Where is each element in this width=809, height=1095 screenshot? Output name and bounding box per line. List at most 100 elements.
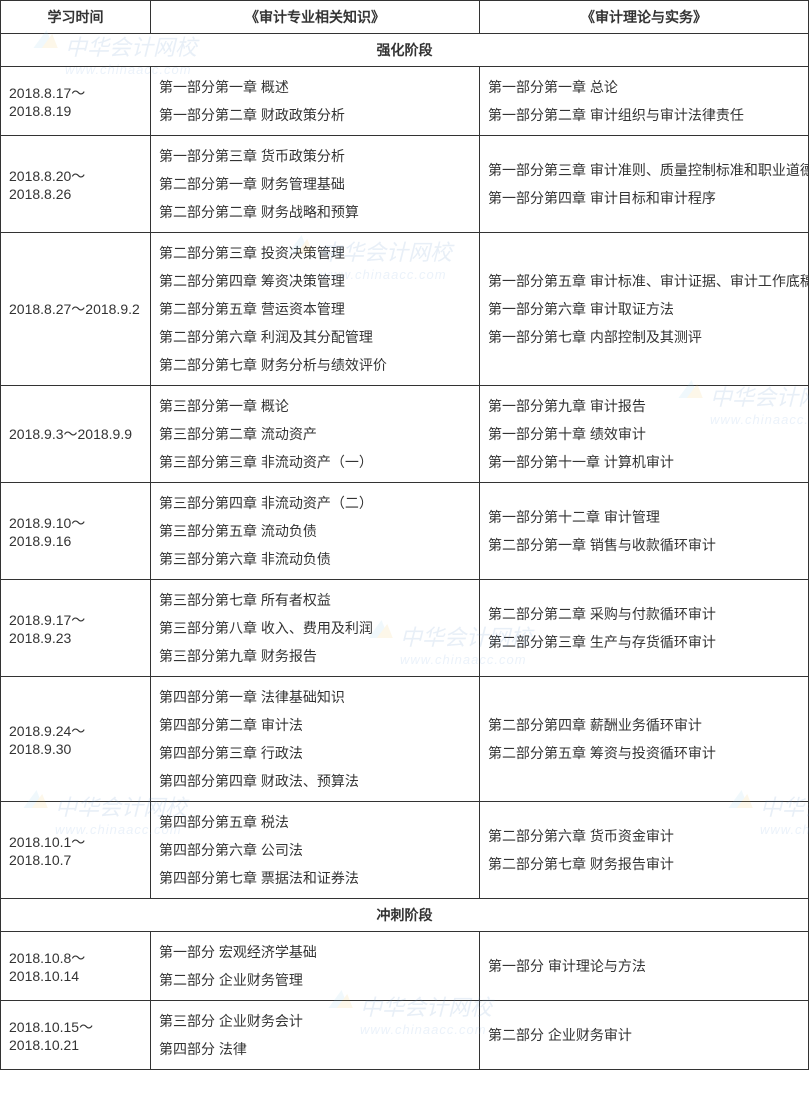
content-line: 第二部分第一章 财务管理基础	[159, 170, 471, 198]
subject2-cell: 第二部分 企业财务审计	[480, 1001, 809, 1070]
content-line: 第二部分第七章 财务报告审计	[488, 850, 800, 878]
content-line: 第三部分第一章 概论	[159, 392, 471, 420]
table-row: 2018.9.17～2018.9.23第三部分第七章 所有者权益第三部分第八章 …	[1, 580, 809, 677]
header-row: 学习时间 《审计专业相关知识》 《审计理论与实务》	[1, 1, 809, 34]
content-line: 第四部分 法律	[159, 1035, 471, 1063]
content-line: 第四部分第二章 审计法	[159, 711, 471, 739]
content-line: 第三部分第四章 非流动资产（二）	[159, 489, 471, 517]
subject1-cell: 第四部分第五章 税法第四部分第六章 公司法第四部分第七章 票据法和证券法	[151, 802, 480, 899]
header-subject2: 《审计理论与实务》	[480, 1, 809, 34]
subject1-cell: 第四部分第一章 法律基础知识第四部分第二章 审计法第四部分第三章 行政法第四部分…	[151, 677, 480, 802]
content-line: 第一部分第二章 财政政策分析	[159, 101, 471, 129]
content-line: 第一部分第六章 审计取证方法	[488, 295, 800, 323]
content-line: 第四部分第七章 票据法和证券法	[159, 864, 471, 892]
section-title: 冲刺阶段	[1, 899, 809, 932]
content-line: 第一部分 审计理论与方法	[488, 952, 800, 980]
table-row: 2018.10.15～2018.10.21第三部分 企业财务会计第四部分 法律第…	[1, 1001, 809, 1070]
content-line: 第一部分第九章 审计报告	[488, 392, 800, 420]
table-row: 2018.9.24～2018.9.30第四部分第一章 法律基础知识第四部分第二章…	[1, 677, 809, 802]
subject2-cell: 第一部分第九章 审计报告第一部分第十章 绩效审计第一部分第十一章 计算机审计	[480, 386, 809, 483]
table-row: 2018.10.1～2018.10.7第四部分第五章 税法第四部分第六章 公司法…	[1, 802, 809, 899]
time-cell: 2018.8.27～2018.9.2	[1, 233, 151, 386]
subject2-cell: 第二部分第二章 采购与付款循环审计第二部分第三章 生产与存货循环审计	[480, 580, 809, 677]
content-line: 第二部分第三章 投资决策管理	[159, 239, 471, 267]
table-row: 2018.10.8～2018.10.14第一部分 宏观经济学基础第二部分 企业财…	[1, 932, 809, 1001]
content-line: 第四部分第五章 税法	[159, 808, 471, 836]
time-cell: 2018.10.1～2018.10.7	[1, 802, 151, 899]
content-line: 第二部分第四章 筹资决策管理	[159, 267, 471, 295]
content-line: 第三部分第三章 非流动资产（一）	[159, 448, 471, 476]
subject2-cell: 第二部分第四章 薪酬业务循环审计第二部分第五章 筹资与投资循环审计	[480, 677, 809, 802]
content-line: 第三部分第六章 非流动负债	[159, 545, 471, 573]
subject2-cell: 第一部分 审计理论与方法	[480, 932, 809, 1001]
subject1-cell: 第一部分 宏观经济学基础第二部分 企业财务管理	[151, 932, 480, 1001]
header-time: 学习时间	[1, 1, 151, 34]
subject2-cell: 第二部分第六章 货币资金审计第二部分第七章 财务报告审计	[480, 802, 809, 899]
schedule-table-container: 学习时间 《审计专业相关知识》 《审计理论与实务》 强化阶段2018.8.17～…	[0, 0, 809, 1070]
content-line: 第二部分第三章 生产与存货循环审计	[488, 628, 800, 656]
table-row: 2018.9.10～2018.9.16第三部分第四章 非流动资产（二）第三部分第…	[1, 483, 809, 580]
content-line: 第三部分第五章 流动负债	[159, 517, 471, 545]
content-line: 第四部分第四章 财政法、预算法	[159, 767, 471, 795]
time-cell: 2018.8.20～2018.8.26	[1, 136, 151, 233]
subject2-cell: 第一部分第十二章 审计管理第二部分第一章 销售与收款循环审计	[480, 483, 809, 580]
content-line: 第一部分第三章 审计准则、质量控制标准和职业道德	[488, 156, 800, 184]
content-line: 第二部分第五章 营运资本管理	[159, 295, 471, 323]
content-line: 第二部分第六章 利润及其分配管理	[159, 323, 471, 351]
content-line: 第四部分第一章 法律基础知识	[159, 683, 471, 711]
table-row: 2018.8.20～2018.8.26第一部分第三章 货币政策分析第二部分第一章…	[1, 136, 809, 233]
table-row: 2018.8.27～2018.9.2第二部分第三章 投资决策管理第二部分第四章 …	[1, 233, 809, 386]
time-cell: 2018.9.3～2018.9.9	[1, 386, 151, 483]
content-line: 第三部分第九章 财务报告	[159, 642, 471, 670]
content-line: 第二部分第二章 财务战略和预算	[159, 198, 471, 226]
subject1-cell: 第三部分第七章 所有者权益第三部分第八章 收入、费用及利润第三部分第九章 财务报…	[151, 580, 480, 677]
section-header-row: 冲刺阶段	[1, 899, 809, 932]
content-line: 第二部分 企业财务管理	[159, 966, 471, 994]
subject1-cell: 第一部分第一章 概述第一部分第二章 财政政策分析	[151, 67, 480, 136]
content-line: 第二部分第六章 货币资金审计	[488, 822, 800, 850]
header-subject1: 《审计专业相关知识》	[151, 1, 480, 34]
content-line: 第二部分第一章 销售与收款循环审计	[488, 531, 800, 559]
study-schedule-table: 学习时间 《审计专业相关知识》 《审计理论与实务》 强化阶段2018.8.17～…	[0, 0, 809, 1070]
subject1-cell: 第三部分第一章 概论第三部分第二章 流动资产第三部分第三章 非流动资产（一）	[151, 386, 480, 483]
content-line: 第二部分第五章 筹资与投资循环审计	[488, 739, 800, 767]
content-line: 第三部分第八章 收入、费用及利润	[159, 614, 471, 642]
subject2-cell: 第一部分第五章 审计标准、审计证据、审计工作底稿第一部分第六章 审计取证方法第一…	[480, 233, 809, 386]
section-header-row: 强化阶段	[1, 34, 809, 67]
content-line: 第一部分第五章 审计标准、审计证据、审计工作底稿	[488, 267, 800, 295]
content-line: 第二部分第二章 采购与付款循环审计	[488, 600, 800, 628]
content-line: 第一部分第三章 货币政策分析	[159, 142, 471, 170]
subject1-cell: 第二部分第三章 投资决策管理第二部分第四章 筹资决策管理第二部分第五章 营运资本…	[151, 233, 480, 386]
time-cell: 2018.9.10～2018.9.16	[1, 483, 151, 580]
content-line: 第二部分第七章 财务分析与绩效评价	[159, 351, 471, 379]
content-line: 第三部分 企业财务会计	[159, 1007, 471, 1035]
table-row: 2018.9.3～2018.9.9第三部分第一章 概论第三部分第二章 流动资产第…	[1, 386, 809, 483]
section-title: 强化阶段	[1, 34, 809, 67]
content-line: 第三部分第七章 所有者权益	[159, 586, 471, 614]
subject2-cell: 第一部分第三章 审计准则、质量控制标准和职业道德第一部分第四章 审计目标和审计程…	[480, 136, 809, 233]
subject1-cell: 第一部分第三章 货币政策分析第二部分第一章 财务管理基础第二部分第二章 财务战略…	[151, 136, 480, 233]
subject1-cell: 第三部分 企业财务会计第四部分 法律	[151, 1001, 480, 1070]
time-cell: 2018.9.24～2018.9.30	[1, 677, 151, 802]
content-line: 第一部分第十章 绩效审计	[488, 420, 800, 448]
content-line: 第一部分第十二章 审计管理	[488, 503, 800, 531]
content-line: 第二部分第四章 薪酬业务循环审计	[488, 711, 800, 739]
subject2-cell: 第一部分第一章 总论第一部分第二章 审计组织与审计法律责任	[480, 67, 809, 136]
content-line: 第三部分第二章 流动资产	[159, 420, 471, 448]
time-cell: 2018.10.15～2018.10.21	[1, 1001, 151, 1070]
content-line: 第四部分第六章 公司法	[159, 836, 471, 864]
content-line: 第一部分第二章 审计组织与审计法律责任	[488, 101, 800, 129]
table-row: 2018.8.17～2018.8.19第一部分第一章 概述第一部分第二章 财政政…	[1, 67, 809, 136]
content-line: 第一部分第四章 审计目标和审计程序	[488, 184, 800, 212]
content-line: 第一部分第十一章 计算机审计	[488, 448, 800, 476]
content-line: 第四部分第三章 行政法	[159, 739, 471, 767]
content-line: 第一部分第七章 内部控制及其测评	[488, 323, 800, 351]
content-line: 第一部分第一章 概述	[159, 73, 471, 101]
content-line: 第一部分第一章 总论	[488, 73, 800, 101]
time-cell: 2018.10.8～2018.10.14	[1, 932, 151, 1001]
content-line: 第一部分 宏观经济学基础	[159, 938, 471, 966]
subject1-cell: 第三部分第四章 非流动资产（二）第三部分第五章 流动负债第三部分第六章 非流动负…	[151, 483, 480, 580]
content-line: 第二部分 企业财务审计	[488, 1021, 800, 1049]
time-cell: 2018.9.17～2018.9.23	[1, 580, 151, 677]
time-cell: 2018.8.17～2018.8.19	[1, 67, 151, 136]
